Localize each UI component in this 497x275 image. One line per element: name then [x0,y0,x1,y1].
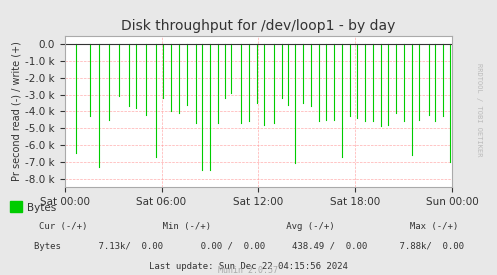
Title: Disk throughput for /dev/loop1 - by day: Disk throughput for /dev/loop1 - by day [121,19,396,33]
Text: Bytes: Bytes [27,203,56,213]
Y-axis label: Pr second read (-) / write (+): Pr second read (-) / write (+) [11,42,21,181]
Text: Bytes       7.13k/  0.00       0.00 /  0.00     438.49 /  0.00      7.88k/  0.00: Bytes 7.13k/ 0.00 0.00 / 0.00 438.49 / 0… [33,242,464,251]
Text: Munin 2.0.57: Munin 2.0.57 [219,266,278,275]
Bar [10,201,22,212]
Text: RRDTOOL / TOBI OETIKER: RRDTOOL / TOBI OETIKER [476,63,482,157]
Text: Cur (-/+)              Min (-/+)              Avg (-/+)              Max (-/+): Cur (-/+) Min (-/+) Avg (-/+) Max (-/+) [39,222,458,231]
Text: Last update: Sun Dec 22 04:15:56 2024: Last update: Sun Dec 22 04:15:56 2024 [149,262,348,271]
